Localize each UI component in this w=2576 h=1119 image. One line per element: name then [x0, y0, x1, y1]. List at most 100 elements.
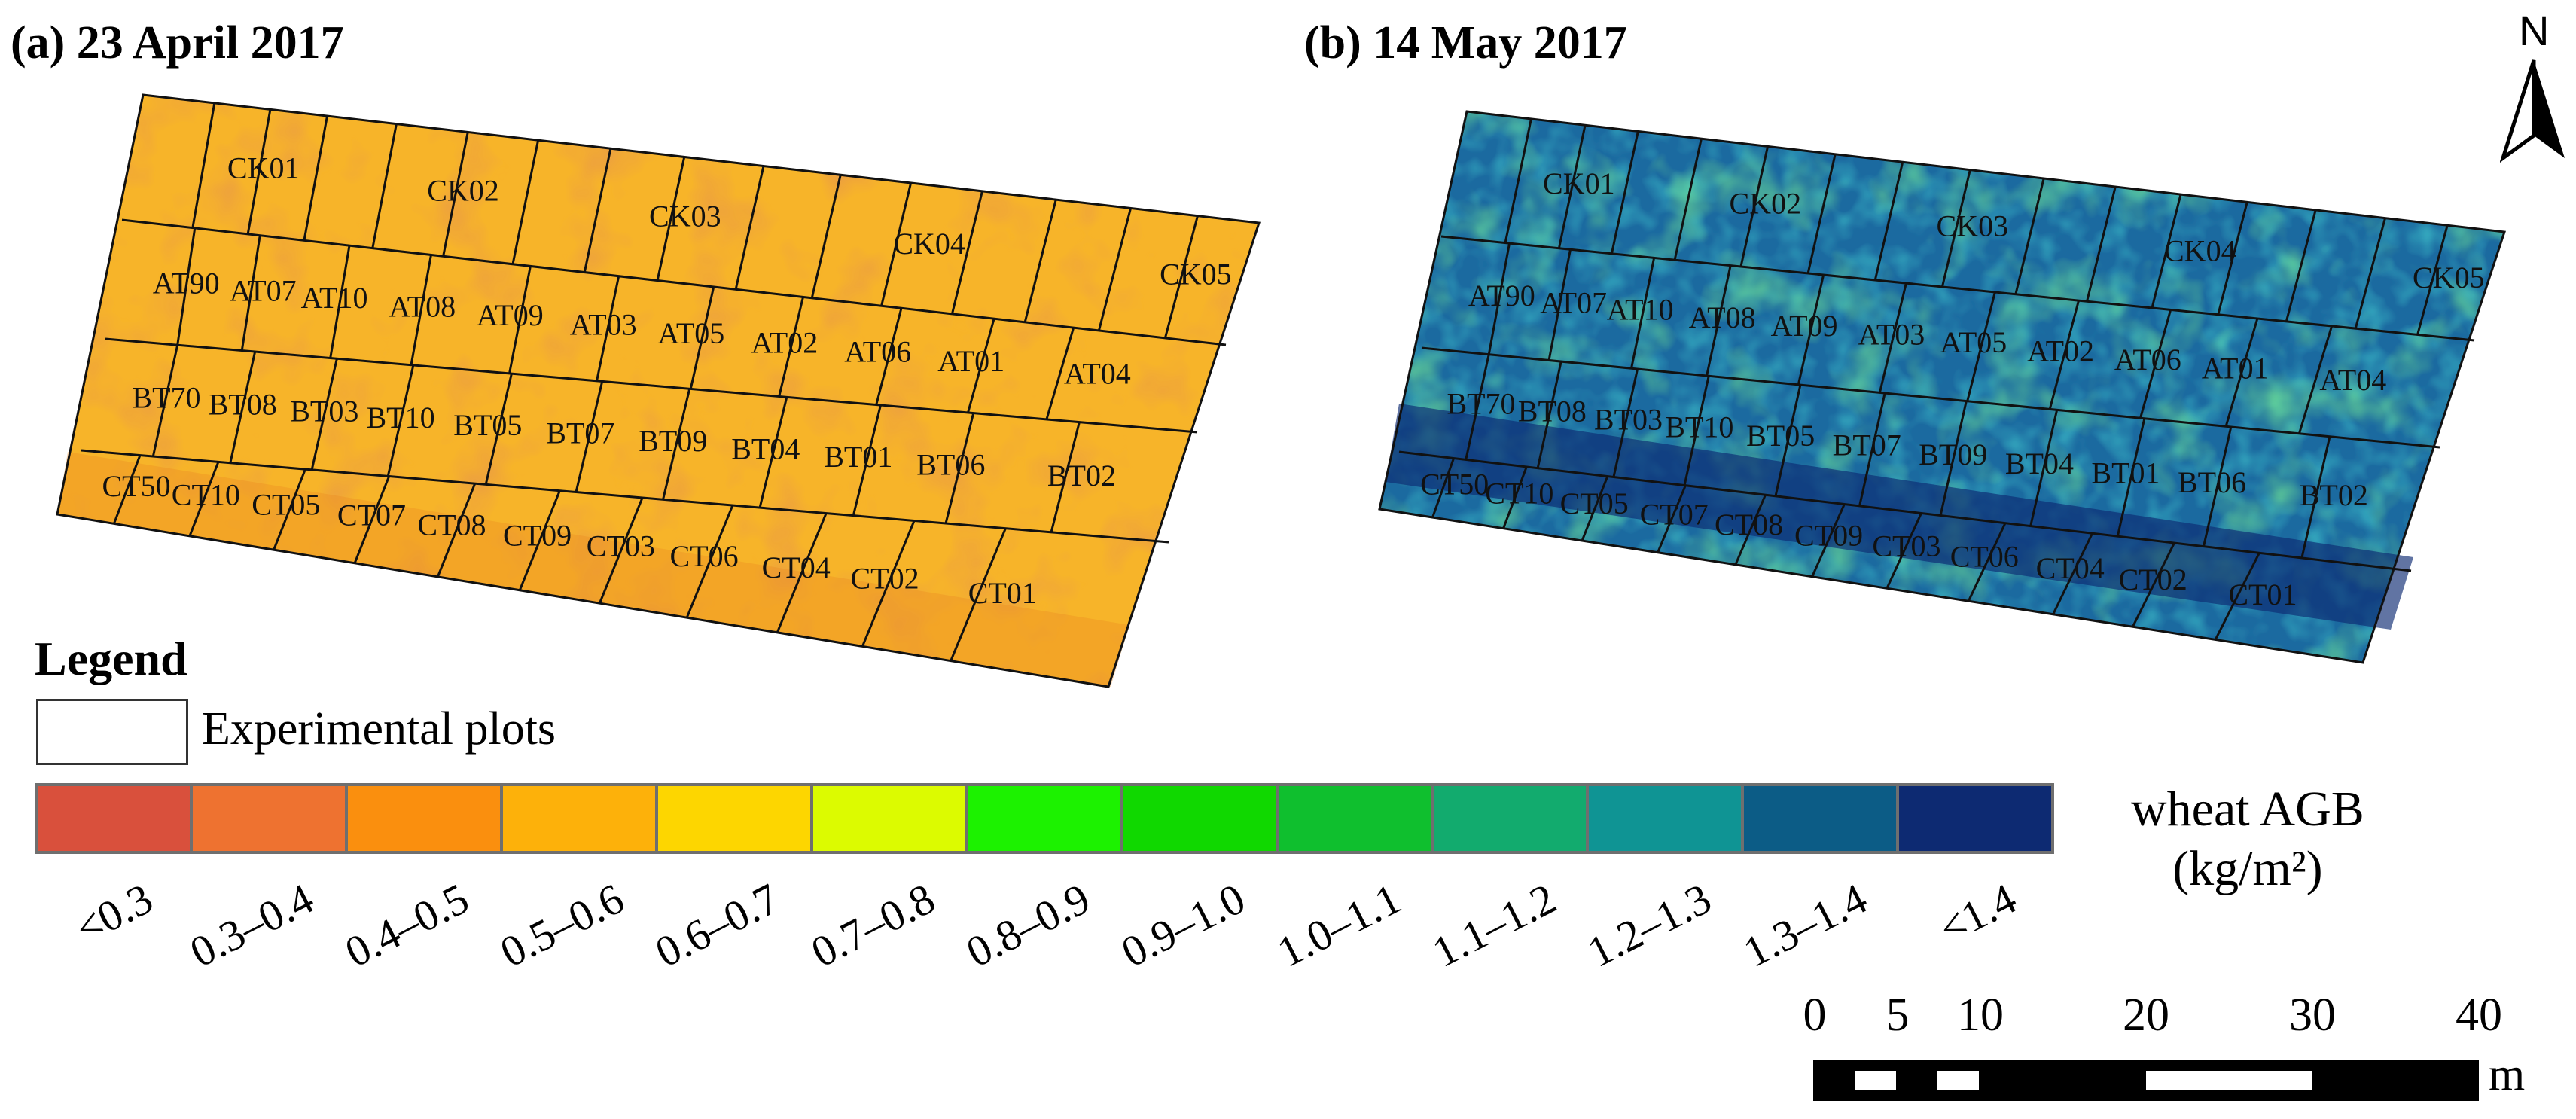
plot-label-ct03: CT03 — [1872, 529, 1940, 563]
plot-boundary — [1797, 274, 1825, 386]
plot-boundary — [2116, 418, 2146, 537]
panel-a-title: (a) 23 April 2017 — [11, 17, 344, 69]
plot-label-ct08: CT08 — [417, 508, 486, 542]
plot-label-ck05: CK05 — [2413, 261, 2485, 294]
plot-boundary — [1610, 131, 1639, 255]
plot-boundary — [229, 351, 257, 464]
agb-legend-title: wheat AGB (kg/m²) — [2131, 779, 2364, 898]
plot-label-at90: AT90 — [1468, 279, 1535, 313]
plot-label-at06: AT06 — [844, 335, 911, 369]
plot-boundary — [944, 413, 975, 524]
plot-boundary — [191, 102, 216, 228]
plot-label-ct07: CT07 — [1640, 497, 1709, 531]
plot-label-bt02: BT02 — [1047, 459, 1116, 492]
plot-boundary — [950, 191, 983, 315]
plot-label-ct06: CT06 — [670, 539, 739, 573]
plot-boundary — [1502, 466, 1528, 529]
plot-boundary — [1504, 118, 1532, 243]
plot-label-bt02: BT02 — [2300, 478, 2368, 512]
plot-boundary — [1706, 265, 1732, 377]
north-arrow-icon — [2500, 59, 2565, 163]
plot-label-at01: AT01 — [2202, 352, 2269, 386]
panel-b-map: CK01 CK02 CK03 CK04 CK05 AT90 AT07 AT10 AT08 AT09… — [1378, 110, 2506, 664]
plot-boundary — [1673, 138, 1703, 261]
plot-label-at06: AT06 — [2114, 343, 2181, 377]
plot-boundary — [310, 358, 338, 471]
scale-tick-40: 40 — [2456, 989, 2502, 1041]
scale-tick-30: 30 — [2289, 989, 2336, 1041]
plot-label-ck03: CK03 — [649, 199, 721, 233]
plot-label-bt06: BT06 — [916, 447, 985, 481]
plot-boundary — [1612, 368, 1639, 477]
plot-label-ck01: CK01 — [227, 151, 300, 184]
plot-boundary — [1734, 494, 1767, 566]
plot-boundary — [778, 297, 804, 397]
plot-label-ct10: CT10 — [1485, 476, 1553, 510]
plot-boundary — [484, 373, 513, 485]
plot-label-ct09: CT09 — [503, 519, 572, 553]
plot-label-at08: AT08 — [389, 290, 456, 324]
plot-boundary — [734, 166, 765, 290]
plot-boundary — [303, 115, 329, 241]
plot-boundary — [386, 364, 415, 477]
scale-tick-20: 20 — [2123, 989, 2169, 1041]
plot-boundary — [2029, 410, 2059, 526]
plot-label-at10: AT10 — [301, 281, 368, 315]
plot-label-ck05: CK05 — [1160, 258, 1232, 291]
plot-boundary — [1739, 146, 1770, 267]
plot-boundary — [1050, 422, 1081, 533]
colorbar-bin-12 — [1744, 786, 1899, 851]
plot-row-boundary — [1421, 346, 2440, 449]
plot-boundary — [1557, 124, 1587, 249]
plot-boundary — [2285, 209, 2317, 322]
plot-label-bt08: BT08 — [1518, 395, 1587, 428]
plot-boundary — [880, 182, 913, 306]
plot-label-bt07: BT07 — [546, 416, 614, 450]
plot-label-ct04: CT04 — [2036, 551, 2105, 585]
plot-label-ct05: CT05 — [252, 487, 320, 521]
agb-unit-label: (kg/m²) — [2172, 841, 2323, 897]
plot-label-ct10: CT10 — [172, 477, 240, 511]
plot-boundary — [151, 344, 179, 457]
plot-boundary — [240, 235, 261, 351]
plot-boundary — [1630, 258, 1656, 369]
plot-boundary — [1487, 242, 1511, 355]
plot-boundary — [2300, 436, 2331, 559]
plot-label-bt70: BT70 — [1447, 386, 1515, 420]
scale-bar — [1813, 1060, 2479, 1101]
colorbar-bin-4 — [503, 786, 658, 851]
plot-label-ct50: CT50 — [102, 469, 171, 503]
plot-label-ct01: CT01 — [968, 576, 1037, 610]
plot-boundary — [852, 404, 882, 516]
colorbar-bin-3 — [348, 786, 503, 851]
plot-label-bt08: BT08 — [209, 387, 277, 421]
colorbar-bin-8 — [1123, 786, 1279, 851]
plot-boundary — [810, 174, 842, 299]
plot-label-bt09: BT09 — [1919, 438, 1987, 471]
plot-label-at10: AT10 — [1607, 292, 1674, 326]
north-label: N — [2519, 7, 2550, 54]
plot-boundary — [1811, 503, 1846, 578]
colorbar-bin-5 — [658, 786, 813, 851]
plot-boundary — [598, 497, 644, 604]
plot-label-at04: AT04 — [2319, 363, 2386, 397]
plot-label-at02: AT02 — [751, 325, 818, 359]
plot-label-ct02: CT02 — [2119, 563, 2187, 596]
colorbar-bin-2 — [193, 786, 348, 851]
plot-label-at05: AT05 — [657, 316, 724, 350]
panel-b-title: (b) 14 May 2017 — [1304, 17, 1627, 69]
plot-boundary — [1967, 523, 2007, 602]
plot-label-at05: AT05 — [1940, 325, 2007, 359]
plot-boundary — [596, 276, 620, 382]
panel-b-dark-band — [1386, 404, 2413, 630]
plot-boundary — [1465, 354, 1490, 460]
plot-label-bt09: BT09 — [639, 424, 707, 458]
plot-row-boundary — [105, 337, 1198, 434]
plot-label-ct01: CT01 — [2228, 578, 2297, 611]
plot-boundary — [1858, 392, 1886, 507]
plot-row-boundary — [81, 449, 1169, 544]
experimental-plots-swatch — [36, 699, 188, 765]
plot-boundary — [1431, 458, 1455, 518]
plot-label-bt06: BT06 — [2178, 465, 2246, 499]
